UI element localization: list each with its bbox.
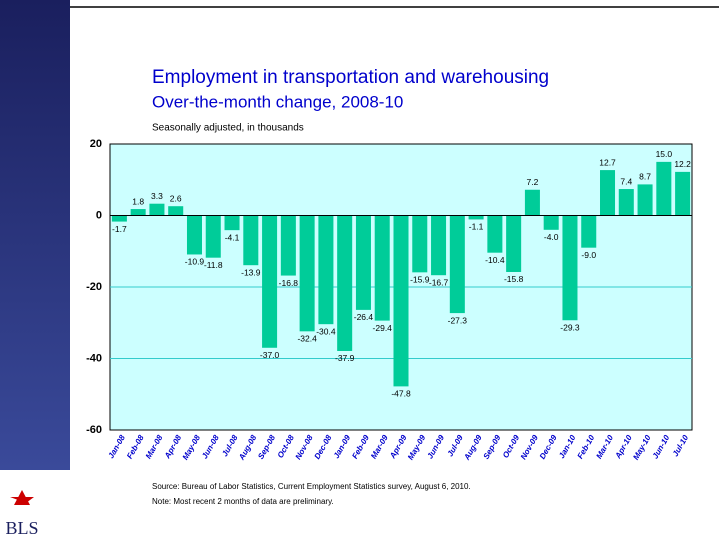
bar <box>393 215 409 387</box>
data-label: -32.4 <box>297 334 317 344</box>
logo: BLS <box>5 518 38 538</box>
data-label: 2.6 <box>170 193 182 203</box>
bar <box>581 215 597 248</box>
bar <box>675 171 691 216</box>
x-tick-label: Mar-10 <box>594 433 615 460</box>
data-label: -37.0 <box>260 350 280 360</box>
bar <box>506 215 522 272</box>
bar <box>149 203 165 216</box>
bar <box>656 161 672 216</box>
x-tick-label: Jun-10 <box>651 433 672 460</box>
chart-subtitle: Over-the-month change, 2008-10 <box>152 92 403 111</box>
data-label: -30.4 <box>316 326 336 336</box>
bar <box>524 189 540 216</box>
bar <box>130 209 146 216</box>
x-tick-label: Aug-09 <box>462 433 484 462</box>
source: Source: Bureau of Labor Statistics, Curr… <box>152 482 471 491</box>
x-tick-label: Sep-08 <box>256 433 277 461</box>
bar <box>543 215 559 230</box>
y-tick-label: -40 <box>86 352 102 364</box>
x-tick-label: Jul-09 <box>446 433 466 458</box>
data-label: 8.7 <box>639 172 651 182</box>
x-tick-label: Mar-09 <box>369 433 390 460</box>
data-label: -15.8 <box>504 274 524 284</box>
bar <box>355 215 371 310</box>
x-tick-label: May-08 <box>181 433 203 461</box>
x-tick-label: May-10 <box>631 433 653 461</box>
x-tick-label: Dec-09 <box>538 433 559 461</box>
bar <box>431 215 447 276</box>
chart-title: Employment in transportation and warehou… <box>152 67 549 88</box>
y-tick-label: 0 <box>96 209 102 221</box>
bar <box>111 215 127 222</box>
logo-star <box>10 490 34 505</box>
data-label: -9.0 <box>581 250 596 260</box>
x-tick-label: May-09 <box>406 433 428 461</box>
bar <box>487 215 503 253</box>
y-tick-label: -20 <box>86 281 102 293</box>
y-tick-label: -60 <box>86 424 102 436</box>
bar <box>637 184 653 216</box>
sidebar <box>0 0 70 470</box>
data-label: 15.0 <box>656 149 673 159</box>
data-label: -26.4 <box>354 312 374 322</box>
data-label: -4.1 <box>225 232 240 242</box>
x-tick-label: Sep-09 <box>482 433 503 461</box>
bar <box>224 215 240 231</box>
x-tick-label: Jul-10 <box>671 433 691 458</box>
x-tick-label: Dec-08 <box>313 433 334 461</box>
bar <box>299 215 315 332</box>
y-label: Seasonally adjusted, in thousands <box>152 123 304 134</box>
data-label: -10.4 <box>485 255 505 265</box>
bar <box>600 170 616 216</box>
x-tick-label: Jun-09 <box>425 433 446 460</box>
bar <box>449 215 465 314</box>
bar <box>374 215 390 321</box>
x-tick-label: Mar-08 <box>144 433 165 460</box>
data-label: -1.1 <box>469 222 484 232</box>
data-label: -13.9 <box>241 267 261 277</box>
bar <box>412 215 428 273</box>
data-label: 3.3 <box>151 191 163 201</box>
x-tick-label: Jun-08 <box>200 433 221 460</box>
data-label: -1.7 <box>112 224 127 234</box>
bar <box>618 189 634 216</box>
data-label: 7.2 <box>527 177 539 187</box>
x-tick-label: Jul-08 <box>220 433 240 458</box>
data-label: -16.8 <box>279 278 299 288</box>
data-label: -37.9 <box>335 353 355 363</box>
bar <box>468 215 484 220</box>
bar <box>262 215 278 348</box>
bar <box>337 215 353 351</box>
data-label: -16.7 <box>429 277 449 287</box>
bar <box>168 206 184 216</box>
bar <box>186 215 202 255</box>
data-label: -11.8 <box>204 260 223 270</box>
bar <box>562 215 578 321</box>
note: Note: Most recent 2 months of data are p… <box>152 497 334 506</box>
data-label: -29.3 <box>560 322 580 332</box>
bar <box>280 215 296 276</box>
data-label: -4.0 <box>544 232 559 242</box>
bar <box>318 215 334 325</box>
y-tick-label: 20 <box>90 138 102 150</box>
data-label: -27.3 <box>448 315 468 325</box>
data-label: 12.7 <box>599 157 616 167</box>
bar <box>243 215 259 266</box>
data-label: -29.4 <box>373 323 393 333</box>
bar <box>205 215 221 258</box>
data-label: -47.8 <box>391 389 411 399</box>
data-label: -10.9 <box>185 257 205 267</box>
x-tick-label: Aug-08 <box>237 433 259 462</box>
data-label: 1.8 <box>132 196 144 206</box>
data-label: 7.4 <box>620 176 632 186</box>
data-label: 12.2 <box>674 159 691 169</box>
data-label: -15.9 <box>410 275 430 285</box>
